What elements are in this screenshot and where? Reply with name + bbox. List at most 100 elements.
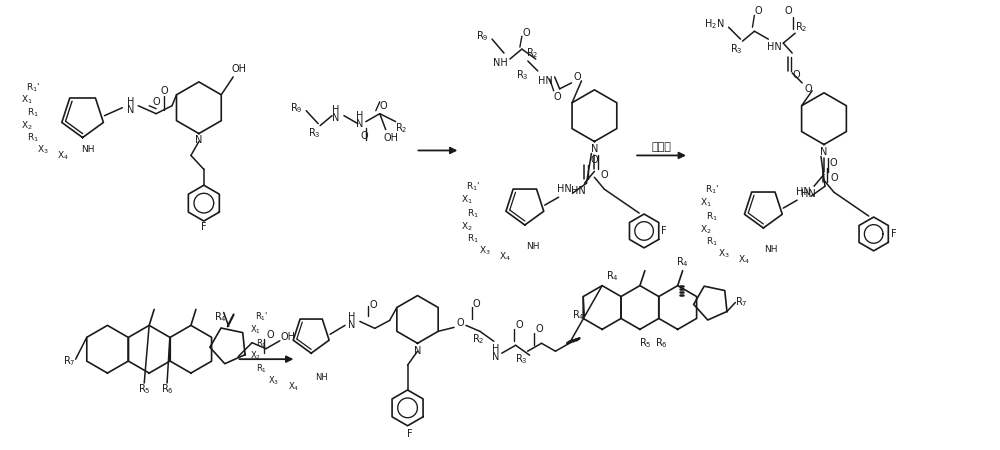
Text: O: O: [380, 101, 388, 111]
Text: O: O: [554, 92, 561, 102]
Text: OH: OH: [232, 64, 247, 74]
Text: R$_1$: R$_1$: [706, 211, 718, 223]
Text: X$_4$: X$_4$: [499, 251, 511, 263]
Text: OH: OH: [280, 332, 295, 342]
Text: N: N: [332, 112, 340, 123]
Text: R$_2$: R$_2$: [472, 333, 484, 346]
Text: H: H: [356, 111, 364, 121]
Text: NH: NH: [493, 58, 507, 68]
Text: R$_4$: R$_4$: [606, 269, 619, 283]
Text: R$_5$: R$_5$: [138, 382, 151, 396]
Text: F: F: [661, 226, 667, 236]
Text: HN: HN: [571, 186, 586, 196]
Text: O: O: [804, 84, 812, 94]
Text: O: O: [755, 6, 762, 16]
Text: N: N: [348, 320, 356, 330]
Text: O: O: [456, 319, 464, 328]
Text: X$_4$: X$_4$: [57, 149, 69, 162]
Text: HN: HN: [796, 187, 810, 197]
Text: X$_2$: X$_2$: [250, 350, 261, 362]
Text: HN: HN: [801, 189, 815, 199]
Text: O: O: [574, 72, 581, 82]
Text: H: H: [332, 105, 340, 115]
Text: X$_2$: X$_2$: [461, 221, 473, 233]
Text: F: F: [891, 229, 896, 239]
Text: N: N: [195, 135, 203, 144]
Text: R$_1$': R$_1$': [26, 81, 40, 94]
Text: X$_4$: X$_4$: [738, 253, 749, 266]
Text: H: H: [492, 344, 499, 354]
Text: NH: NH: [765, 245, 778, 254]
Text: R$_6$: R$_6$: [655, 336, 668, 350]
Text: O: O: [792, 70, 800, 80]
Text: R$_1$: R$_1$: [27, 131, 39, 144]
Text: R$_2$: R$_2$: [395, 121, 408, 135]
Text: R$_4$: R$_4$: [676, 255, 689, 269]
Text: R$_3$: R$_3$: [730, 42, 743, 56]
Text: X$_1$: X$_1$: [700, 197, 712, 209]
Text: N: N: [591, 144, 598, 154]
Text: X$_3$: X$_3$: [268, 375, 279, 387]
Text: HN: HN: [557, 184, 572, 194]
Text: R$_1$': R$_1$': [466, 181, 480, 194]
Text: X$_1$: X$_1$: [21, 94, 33, 106]
Text: R$_1$: R$_1$: [256, 337, 267, 350]
Text: N: N: [414, 346, 421, 356]
Text: R$_1$: R$_1$: [256, 363, 267, 375]
Text: N: N: [127, 105, 134, 115]
Text: H: H: [348, 312, 356, 323]
Text: OH: OH: [383, 133, 398, 143]
Text: N: N: [820, 148, 828, 157]
Text: NH: NH: [315, 373, 327, 382]
Text: R$_1$': R$_1$': [705, 184, 719, 197]
Text: O: O: [601, 170, 608, 180]
Text: HN: HN: [538, 76, 553, 86]
Text: R$_7$: R$_7$: [735, 296, 748, 310]
Text: R$_3$: R$_3$: [515, 352, 528, 366]
Text: HN: HN: [767, 42, 782, 52]
Text: X$_4$: X$_4$: [288, 381, 299, 393]
Text: F: F: [407, 429, 412, 439]
Text: O: O: [591, 155, 598, 166]
Text: O: O: [266, 330, 274, 340]
Text: O: O: [830, 173, 838, 183]
Text: O: O: [784, 6, 792, 16]
Text: R$_6$: R$_6$: [161, 382, 173, 396]
Text: O: O: [472, 298, 480, 309]
Text: R$_1$': R$_1$': [255, 310, 268, 323]
Text: O: O: [522, 28, 530, 38]
Text: R$_7$: R$_7$: [63, 354, 76, 368]
Text: O: O: [536, 324, 543, 334]
Text: X$_2$: X$_2$: [700, 224, 712, 236]
Text: R$_1$: R$_1$: [467, 233, 479, 245]
Text: R$_3$: R$_3$: [516, 68, 528, 82]
Text: NH: NH: [526, 243, 540, 252]
Text: R$_2$: R$_2$: [795, 20, 807, 34]
Text: X$_1$: X$_1$: [461, 194, 473, 207]
Text: NH: NH: [81, 145, 94, 154]
Text: N: N: [356, 119, 364, 129]
Text: X$_2$: X$_2$: [21, 119, 33, 132]
Text: O: O: [370, 300, 378, 310]
Text: O: O: [829, 158, 837, 168]
Text: O: O: [360, 130, 368, 140]
Text: R$_2$: R$_2$: [526, 46, 538, 60]
Text: R$_9$: R$_9$: [476, 29, 488, 43]
Text: R$_4$: R$_4$: [214, 310, 227, 324]
Text: R$_9$: R$_9$: [290, 101, 303, 115]
Text: 脱保护: 脱保护: [652, 143, 671, 153]
Text: X$_3$: X$_3$: [479, 245, 491, 257]
Text: F: F: [201, 222, 207, 232]
Text: O: O: [516, 320, 523, 330]
Text: X$_1$: X$_1$: [250, 323, 261, 336]
Text: R$_5$: R$_5$: [639, 336, 651, 350]
Text: R$_4$: R$_4$: [572, 309, 585, 322]
Text: R$_1$: R$_1$: [706, 236, 718, 248]
Text: N: N: [492, 352, 499, 362]
Text: O: O: [152, 97, 160, 107]
Text: R$_1$: R$_1$: [27, 107, 39, 119]
Text: R$_3$: R$_3$: [308, 126, 320, 140]
Text: R$_1$: R$_1$: [467, 208, 479, 220]
Text: X$_3$: X$_3$: [718, 248, 729, 260]
Text: X$_3$: X$_3$: [37, 143, 49, 156]
